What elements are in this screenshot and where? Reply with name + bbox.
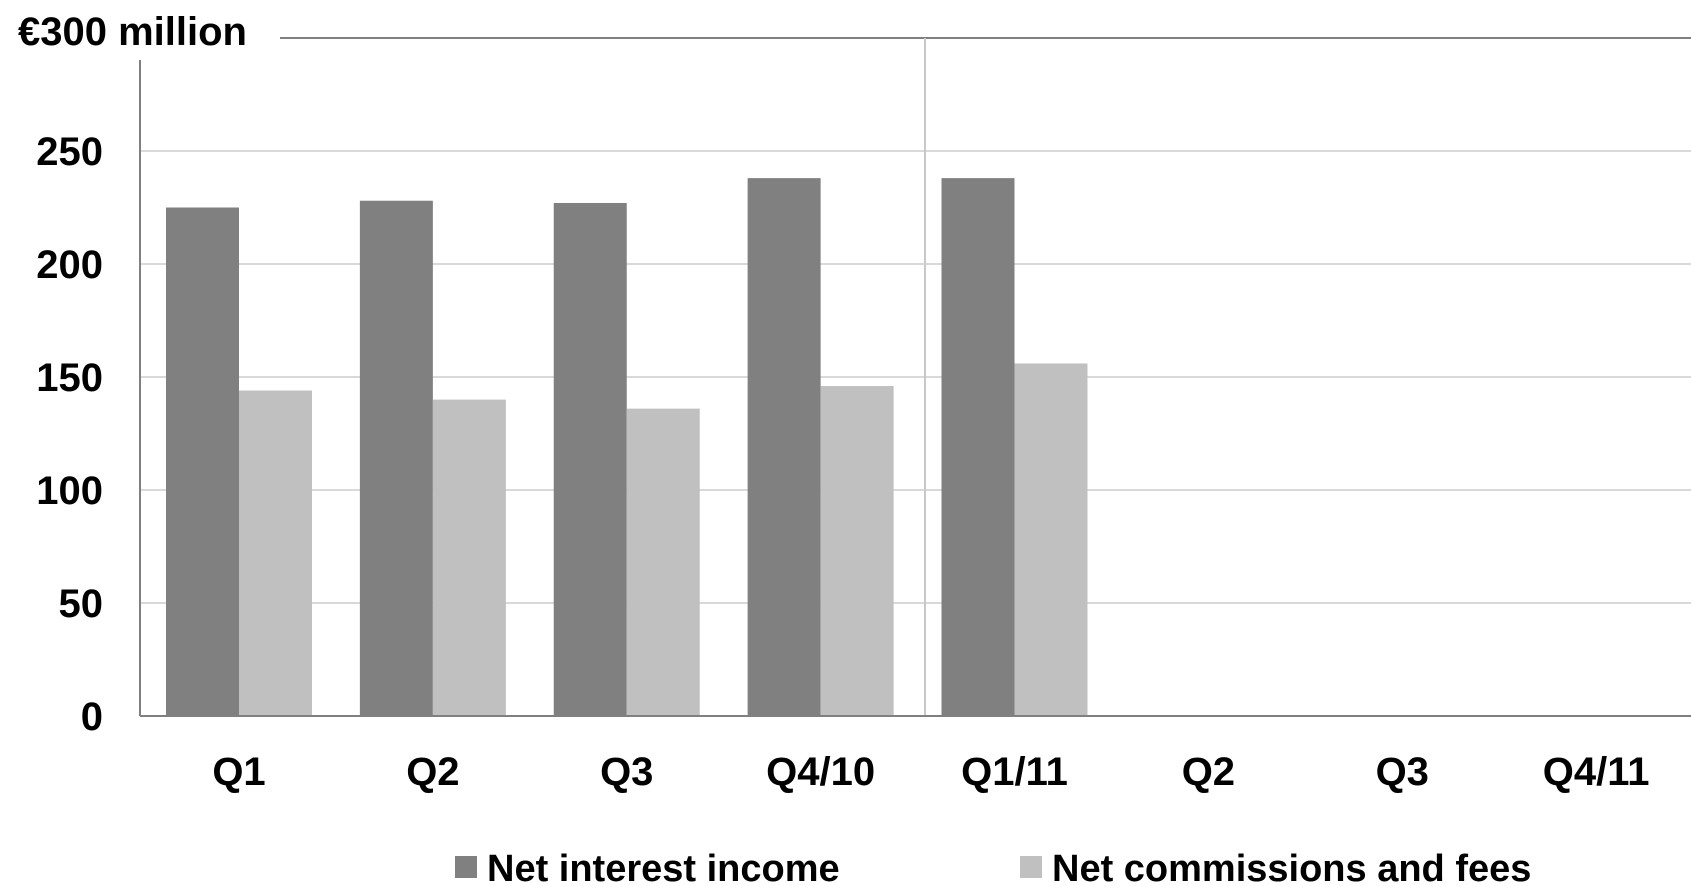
x-tick-label: Q4/11 [1543, 750, 1650, 794]
bar-net-commissions-fees [626, 408, 700, 716]
x-tick-label: Q3 [600, 750, 653, 794]
legend-swatch [1020, 856, 1042, 878]
bar-net-commissions-fees [239, 390, 312, 716]
x-tick-label: Q3 [1376, 750, 1429, 794]
bar-net-interest-income [553, 202, 627, 717]
x-tick-label: Q1/11 [961, 750, 1068, 794]
legend-swatch [455, 856, 477, 878]
bar-net-commissions-fees [820, 386, 894, 716]
bar-net-interest-income [941, 178, 1015, 716]
y-tick-label: 0 [81, 695, 103, 739]
x-tick-label: Q4/10 [766, 750, 875, 794]
bar-net-commissions-fees [432, 399, 506, 716]
y-tick-label: 200 [36, 243, 103, 287]
y-tick-label: 250 [36, 130, 103, 174]
y-tick-label: 100 [36, 469, 103, 513]
y-tick-label: 150 [36, 356, 103, 400]
legend-label: Net interest income [487, 848, 840, 886]
y-tick-label: 50 [59, 582, 104, 626]
x-tick-label: Q2 [1182, 750, 1235, 794]
bars [166, 178, 1088, 717]
bar-net-interest-income [166, 207, 239, 716]
y-axis-unit-label: €300 million [18, 10, 247, 54]
x-tick-label: Q2 [406, 750, 459, 794]
bar-net-interest-income [747, 178, 821, 716]
y-tick-labels: 0 50 100 150 200 250 [36, 130, 103, 739]
x-tick-label: Q1 [212, 750, 265, 794]
bar-net-commissions-fees [1014, 363, 1088, 716]
legend-label: Net commissions and fees [1052, 848, 1531, 886]
x-tick-labels: Q1 Q2 Q3 Q4/10 Q1/11 Q2 Q3 Q4/11 [212, 750, 1649, 794]
bar-net-interest-income [359, 200, 433, 717]
legend: Net interest income Net commissions and f… [455, 848, 1531, 886]
